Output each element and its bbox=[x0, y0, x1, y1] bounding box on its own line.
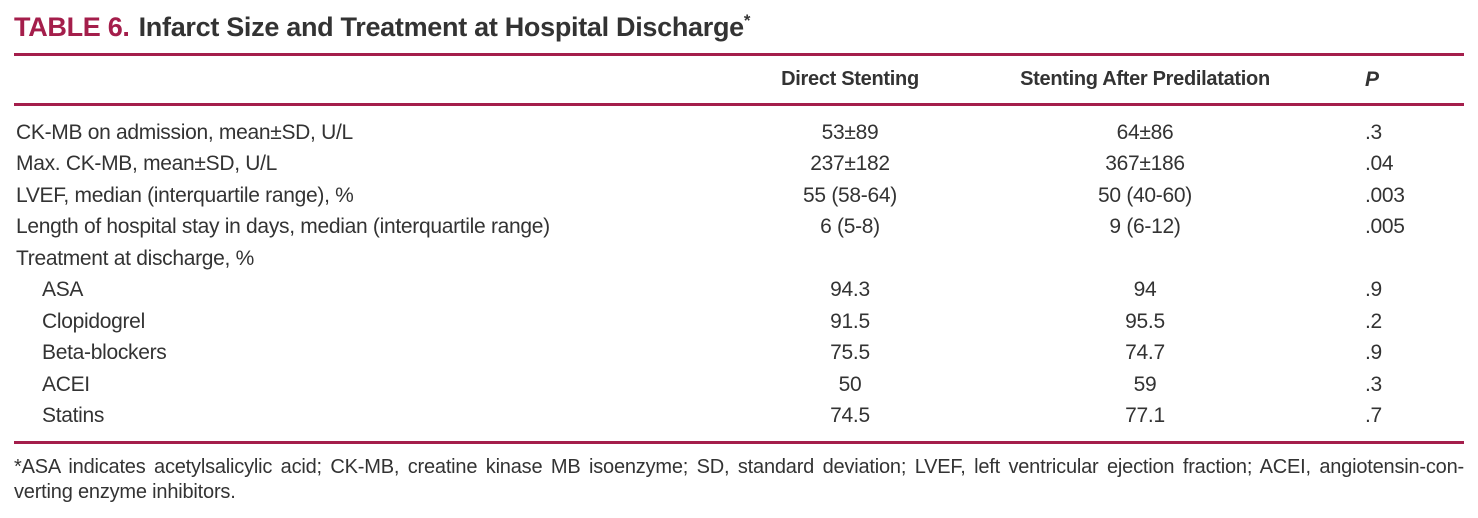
cell-direct-stenting: 53±89 bbox=[821, 120, 879, 144]
table-title: TABLE 6. Infarct Size and Treatment at Ho… bbox=[14, 0, 1464, 53]
table-row-lvef: LVEF, median (interquartile range), % 55… bbox=[14, 180, 1464, 212]
table-header-row: Direct Stenting Stenting After Predilata… bbox=[14, 56, 1464, 103]
table-number: TABLE 6. bbox=[14, 12, 130, 42]
table-row-acei: ACEI 50 59 .3 bbox=[14, 369, 1464, 401]
table-footnote: *ASA indicates acetylsalicylic acid; CK-… bbox=[14, 455, 1464, 505]
cell-predilatation: 95.5 bbox=[1125, 309, 1165, 333]
table-body: CK-MB on admission, mean±SD, U/L 53±89 6… bbox=[14, 106, 1464, 441]
table-row-statins: Statins 74.5 77.1 .7 bbox=[14, 401, 1464, 433]
column-header-stenting-after-predilatation: Stenting After Predilatation bbox=[1020, 68, 1270, 90]
cell-predilatation: 94 bbox=[1133, 278, 1157, 302]
row-label: ACEI bbox=[42, 372, 90, 396]
cell-p-value: .04 bbox=[1365, 152, 1394, 176]
bottom-rule-divider bbox=[14, 441, 1464, 444]
row-label: ASA bbox=[42, 278, 84, 302]
row-label: Clopidogrel bbox=[42, 309, 145, 333]
cell-p-value: .9 bbox=[1365, 278, 1382, 302]
footnote-line: *ASA indicates acetylsalicylic acid; CK-… bbox=[14, 456, 1464, 478]
cell-predilatation: 50 (40-60) bbox=[1098, 183, 1192, 207]
cell-predilatation: 367±186 bbox=[1105, 152, 1185, 176]
footnote-line: verting enzyme inhibitors. bbox=[14, 481, 236, 503]
row-label: Max. CK-MB, mean±SD, U/L bbox=[16, 152, 278, 176]
cell-predilatation: 74.7 bbox=[1125, 341, 1165, 365]
cell-p-value: .7 bbox=[1365, 404, 1382, 428]
row-label: Length of hospital stay in days, median … bbox=[16, 215, 550, 239]
cell-p-value: .2 bbox=[1365, 309, 1382, 333]
cell-direct-stenting: 74.5 bbox=[830, 404, 870, 428]
cell-p-value: .003 bbox=[1365, 183, 1405, 207]
row-label: Statins bbox=[42, 404, 105, 428]
column-header-direct-stenting: Direct Stenting bbox=[781, 68, 919, 90]
row-label: LVEF, median (interquartile range), % bbox=[16, 183, 354, 207]
cell-direct-stenting: 55 (58-64) bbox=[803, 183, 897, 207]
cell-predilatation: 9 (6-12) bbox=[1109, 215, 1181, 239]
table-title-text: Infarct Size and Treatment at Hospital D… bbox=[138, 12, 745, 42]
table-row-asa: ASA 94.3 94 .9 bbox=[14, 275, 1464, 307]
cell-p-value: .9 bbox=[1365, 341, 1382, 365]
cell-p-value: .3 bbox=[1365, 372, 1382, 396]
table-row-max-ckmb: Max. CK-MB, mean±SD, U/L 237±182 367±186… bbox=[14, 149, 1464, 181]
footnote-marker: * bbox=[743, 11, 751, 30]
cell-direct-stenting: 91.5 bbox=[830, 309, 870, 333]
table-row-ckmb-admission: CK-MB on admission, mean±SD, U/L 53±89 6… bbox=[14, 117, 1464, 149]
row-label: Treatment at discharge, % bbox=[16, 246, 254, 270]
table-row-clopidogrel: Clopidogrel 91.5 95.5 .2 bbox=[14, 306, 1464, 338]
cell-direct-stenting: 94.3 bbox=[830, 278, 870, 302]
cell-direct-stenting: 237±182 bbox=[810, 152, 890, 176]
cell-p-value: .005 bbox=[1365, 215, 1405, 239]
table-row-beta-blockers: Beta-blockers 75.5 74.7 .9 bbox=[14, 338, 1464, 370]
cell-predilatation: 77.1 bbox=[1125, 404, 1165, 428]
row-label: Beta-blockers bbox=[42, 341, 167, 365]
header-rule-divider bbox=[14, 103, 1464, 106]
cell-predilatation: 64±86 bbox=[1116, 120, 1174, 144]
cell-p-value: .3 bbox=[1365, 120, 1382, 144]
column-header-p-value: P bbox=[1365, 67, 1379, 91]
cell-predilatation: 59 bbox=[1133, 372, 1157, 396]
table-row-hospital-stay: Length of hospital stay in days, median … bbox=[14, 212, 1464, 244]
cell-direct-stenting: 75.5 bbox=[830, 341, 870, 365]
row-label: CK-MB on admission, mean±SD, U/L bbox=[16, 120, 353, 144]
table-row-treatment-section: Treatment at discharge, % bbox=[14, 243, 1464, 275]
cell-direct-stenting: 6 (5-8) bbox=[820, 215, 880, 239]
cell-direct-stenting: 50 bbox=[838, 372, 862, 396]
top-rule-divider bbox=[14, 53, 1464, 56]
